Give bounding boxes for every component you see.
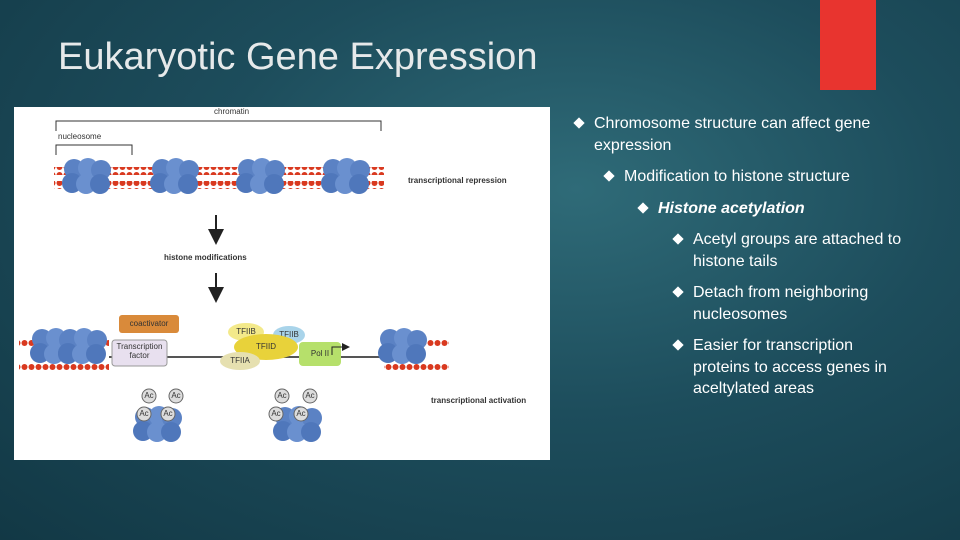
ac-label: Ac [296,409,305,418]
dna [54,181,384,189]
nucleosome [150,158,199,194]
ac-label: Ac [163,409,172,418]
label: TFIIA [230,356,250,365]
bracket [55,144,133,155]
ac-label: Ac [271,409,280,418]
nucleosome [236,158,285,194]
bullet: Modification to histone structure [624,166,924,188]
protein [220,352,260,370]
bullet: Acetyl groups are attached to histone ta… [693,229,903,272]
ac-label: Ac [305,391,314,400]
slide-title: Eukaryotic Gene Expression [58,36,538,78]
label: Transcription factor [116,342,163,360]
label: coactivator [130,319,169,328]
label: Pol II [311,349,329,358]
arrow [331,343,350,355]
dna [54,167,384,175]
ac-label: Ac [171,391,180,400]
ac-label: Ac [277,391,286,400]
ac-group: Ac Ac Ac Ac Ac Ac Ac Ac [136,388,318,422]
label: nucleosome [58,132,102,141]
dna [19,363,109,371]
label: TFIID [256,342,276,351]
bullet: Histone acetylation [658,198,918,220]
nucleosome [321,158,370,194]
nucleosome [62,158,111,194]
bullet: Detach from neighboring nucleosomes [693,282,903,325]
ac-label: Ac [139,409,148,418]
accent-bar [820,0,876,90]
label: TFIIB [279,330,299,339]
coactivator-box [119,315,179,333]
label: transcriptional activation [431,396,526,405]
nucleosome [58,328,107,364]
pol-box [299,342,341,366]
factor-box [111,339,168,367]
bracket [55,120,382,131]
label: chromatin [214,107,249,116]
bullet: Chromosome structure can affect gene exp… [594,113,874,156]
figure: chromatin nucleosome transcriptional rep… [14,107,550,460]
label: histone modifications [164,253,247,262]
dna [384,363,449,371]
label-box: Transcription factor [116,342,163,360]
nucleosome [378,328,427,364]
ac-label: Ac [144,391,153,400]
label: TFIIB [236,327,256,336]
bullet: Easier for transcription proteins to acc… [693,335,903,400]
label: transcriptional repression [408,176,507,185]
